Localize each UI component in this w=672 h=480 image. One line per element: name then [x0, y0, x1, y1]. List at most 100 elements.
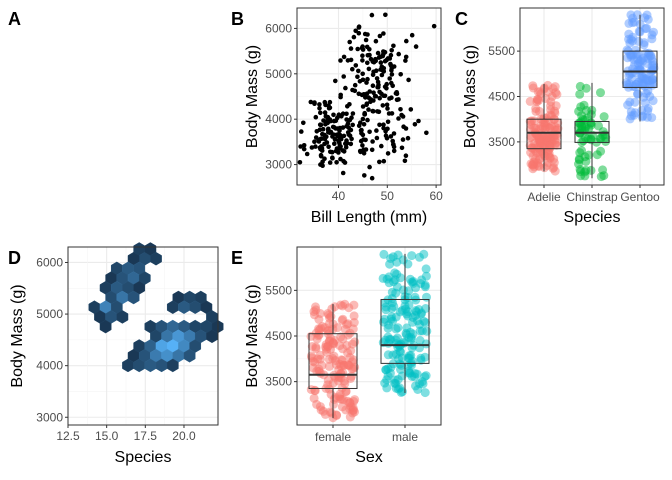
b-point — [350, 111, 356, 116]
b-point — [365, 76, 370, 82]
c-jitter-point — [586, 118, 596, 128]
b-point — [379, 72, 385, 78]
b-point — [313, 114, 319, 120]
b-point — [381, 69, 387, 74]
e-jitter-point — [348, 324, 358, 334]
e-jitter-point — [328, 339, 338, 349]
b-point — [326, 126, 331, 132]
b-point — [360, 53, 365, 58]
e-jitter-point — [415, 379, 424, 389]
b-point — [309, 145, 315, 150]
b-point — [348, 46, 354, 51]
b-point — [340, 125, 346, 130]
b-point — [374, 128, 379, 133]
c-jitter-point — [532, 158, 542, 168]
b-point — [399, 112, 404, 118]
e-jitter-point — [337, 402, 347, 412]
e-jitter-point — [407, 372, 417, 381]
b-point — [374, 68, 379, 73]
b-point — [346, 125, 352, 131]
e-ytick-label-0: 3500 — [265, 375, 292, 389]
e-box — [380, 298, 430, 364]
e-jitter-point — [385, 259, 395, 269]
b-point — [380, 103, 386, 108]
e-jitter-point — [388, 350, 398, 360]
e-jitter-point — [318, 406, 328, 416]
e-jitter-point — [393, 375, 403, 384]
b-ytick-label-1: 4000 — [265, 112, 292, 126]
b-point — [328, 149, 333, 155]
b-point — [331, 112, 336, 118]
c-box — [622, 50, 658, 88]
b-point — [353, 28, 359, 34]
b-point — [333, 148, 339, 154]
c-jitter-point — [536, 89, 546, 99]
e-jitter-point — [411, 295, 421, 305]
b-point — [369, 147, 375, 153]
panel-label-c: C — [455, 9, 468, 29]
e-ytick-label-1: 4500 — [265, 329, 292, 343]
b-point — [379, 91, 384, 97]
b-point — [341, 74, 347, 79]
c-jitter-point — [634, 36, 644, 46]
b-point — [322, 136, 328, 142]
b-point — [370, 108, 376, 114]
e-jitter-point — [335, 359, 345, 369]
d-ytick-label-2: 5000 — [36, 307, 63, 321]
e-ytick-label-2: 5500 — [265, 283, 292, 297]
b-point — [377, 33, 383, 39]
b-point — [328, 118, 333, 124]
c-series-gentoo — [621, 10, 659, 124]
b-point — [403, 58, 408, 63]
b-point — [377, 95, 383, 101]
b-point — [360, 104, 366, 109]
c-jitter-point — [625, 38, 635, 48]
c-jitter-point — [541, 132, 551, 142]
b-point — [387, 76, 393, 81]
c-ytick-label-2: 5500 — [488, 44, 515, 58]
b-point — [355, 46, 361, 52]
c-jitter-point — [642, 75, 652, 85]
e-jitter-point — [315, 354, 325, 364]
b-point — [363, 95, 368, 100]
b-point — [399, 145, 405, 151]
c-jitter-point — [531, 104, 541, 113]
b-point — [327, 105, 333, 111]
e-jitter-point — [421, 271, 431, 281]
d-hex-bin — [166, 358, 179, 373]
b-point — [375, 50, 381, 56]
b-point — [379, 64, 385, 70]
b-point — [323, 119, 329, 125]
b-point — [400, 137, 406, 142]
b-point — [363, 37, 369, 43]
b-xlabel: Bill Length (mm) — [311, 209, 427, 226]
b-point — [376, 55, 382, 60]
b-point — [301, 143, 307, 148]
d-xtick-label-0: 12.5 — [56, 429, 80, 443]
b-point — [370, 72, 376, 78]
b-point — [388, 52, 394, 58]
b-point — [389, 72, 395, 77]
b-point — [403, 126, 409, 131]
b-point — [318, 152, 324, 158]
e-jitter-point — [310, 385, 320, 395]
b-point — [350, 122, 356, 128]
b-point — [335, 126, 341, 131]
b-point — [381, 158, 387, 164]
b-point — [334, 160, 339, 165]
c-jitter-point — [581, 157, 591, 166]
b-point — [327, 160, 333, 165]
e-jitter-point — [403, 259, 413, 269]
b-point — [361, 122, 367, 127]
b-ytick-label-0: 3000 — [265, 158, 292, 172]
b-point — [347, 39, 353, 45]
b-point — [364, 91, 370, 96]
b-point — [344, 140, 350, 146]
c-jitter-point — [581, 83, 591, 93]
e-jitter-point — [390, 268, 400, 278]
c-series-adelie — [525, 80, 563, 176]
e-jitter-point — [404, 333, 414, 343]
c-jitter-point — [638, 56, 647, 66]
e-jitter-point — [420, 280, 430, 290]
